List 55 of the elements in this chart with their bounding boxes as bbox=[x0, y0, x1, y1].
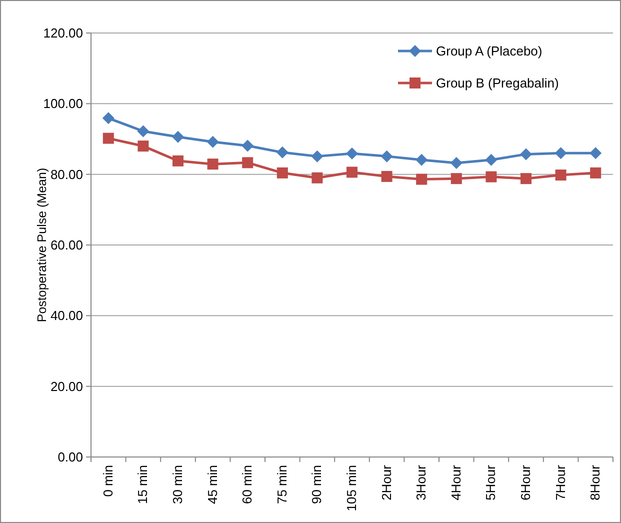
x-tick-label: 3Hour bbox=[414, 464, 429, 500]
x-tick-label: 5Hour bbox=[483, 464, 498, 500]
y-tick-label: 80.00 bbox=[50, 166, 83, 182]
point bbox=[312, 172, 323, 184]
point bbox=[276, 167, 288, 178]
x-tick-label: 45 min bbox=[204, 465, 220, 504]
x-tick-label: 30 min bbox=[170, 465, 185, 504]
point bbox=[555, 170, 566, 181]
point bbox=[172, 155, 184, 166]
y-tick-label: 40.00 bbox=[50, 308, 83, 324]
y-tick-label: 120.00 bbox=[43, 26, 83, 41]
point bbox=[590, 167, 602, 178]
x-tick-label: 7Hour bbox=[552, 464, 568, 500]
x-tick-label: 8Hour bbox=[588, 464, 603, 500]
point bbox=[416, 174, 428, 185]
point bbox=[486, 171, 497, 182]
point bbox=[346, 166, 358, 178]
point bbox=[485, 154, 498, 166]
point bbox=[520, 173, 532, 184]
x-tick-label: 105 min bbox=[344, 465, 359, 512]
point bbox=[554, 147, 567, 160]
x-tick-label: 0 min bbox=[100, 465, 116, 497]
point bbox=[381, 170, 392, 182]
point bbox=[242, 140, 254, 152]
point bbox=[242, 157, 254, 168]
point bbox=[450, 173, 462, 184]
point bbox=[102, 112, 114, 124]
point bbox=[416, 154, 428, 166]
point bbox=[346, 147, 358, 160]
point bbox=[276, 146, 288, 158]
point bbox=[206, 136, 219, 148]
y-tick-label: 0.00 bbox=[58, 450, 83, 465]
y-tick-label: 100.00 bbox=[43, 96, 83, 112]
x-tick-label: 4Hour bbox=[448, 464, 464, 500]
x-tick-label: 15 min bbox=[135, 465, 150, 504]
point bbox=[520, 148, 532, 160]
point bbox=[207, 158, 218, 170]
point bbox=[311, 150, 324, 162]
x-tick-label: 2Hour bbox=[378, 464, 394, 500]
point bbox=[380, 150, 393, 162]
x-tick-label: 75 min bbox=[274, 465, 290, 504]
y-tick-label: 20.00 bbox=[50, 378, 83, 394]
point bbox=[450, 157, 462, 170]
legend-label: Group A (Placebo) bbox=[436, 44, 542, 59]
x-tick-label: 90 min bbox=[309, 465, 324, 504]
point bbox=[137, 125, 150, 138]
x-tick-label: 6Hour bbox=[518, 464, 533, 500]
legend-label: Group B (Pregabalin) bbox=[436, 76, 559, 91]
point bbox=[590, 147, 602, 160]
point bbox=[102, 132, 114, 144]
x-tick-label: 60 min bbox=[240, 465, 255, 504]
y-axis-title: Postoperative Pulse (Mean) bbox=[35, 168, 49, 322]
y-tick-label: 60.00 bbox=[50, 238, 83, 253]
point bbox=[172, 130, 184, 143]
point bbox=[138, 140, 149, 152]
